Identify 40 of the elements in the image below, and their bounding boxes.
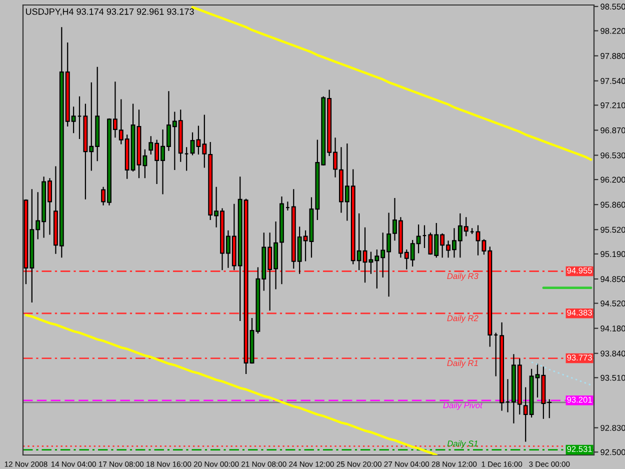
candlestick [77, 96, 82, 140]
y-tick-label: 98.220 [600, 28, 625, 34]
ref-line-label: Daily Pivot [443, 402, 483, 410]
y-tick-label: 95.520 [600, 226, 625, 233]
y-tick-label: 97.540 [600, 78, 625, 84]
annotation: 94.955 [567, 268, 592, 274]
y-tick-label: 96.870 [600, 127, 625, 134]
y-tick-label: 95.190 [600, 251, 625, 258]
candlestick [506, 378, 510, 413]
candlestick [184, 146, 189, 172]
line-series [530, 362, 592, 386]
y-tick-label: 93.510 [600, 374, 625, 381]
y-tick-label: 94.180 [600, 326, 625, 332]
y-tick-label: 95.860 [600, 202, 625, 208]
annotation: 92.531 [567, 446, 592, 452]
ref-line-label: Daily R1 [447, 360, 478, 368]
candlestick [422, 224, 427, 249]
ref-line-label: Daily R2 [447, 315, 478, 323]
candlestick [470, 228, 474, 235]
ref-line-label: Daily R3 [447, 272, 478, 281]
y-tick-label: 92.500 [600, 449, 625, 456]
y-tick-label: 97.880 [600, 53, 625, 59]
y-tick-label: 94.520 [600, 300, 625, 306]
candlestick [285, 201, 290, 212]
y-tick-label: 92.830 [600, 424, 625, 431]
y-tick-label: 98.550 [600, 4, 625, 10]
annotation: 93.201 [567, 396, 592, 403]
y-tick-label: 96.530 [600, 152, 625, 158]
y-tick-label: 94.850 [600, 276, 625, 282]
candlestick [280, 196, 284, 285]
annotation: 93.773 [567, 354, 592, 361]
line-series [24, 314, 438, 455]
candlestick [500, 322, 504, 412]
y-tick-label: 96.200 [600, 176, 625, 183]
candlestick [494, 332, 498, 377]
ref-line-label: Daily S1 [447, 440, 478, 448]
chart-title: USDJPY,H4 93.174 93.217 92.961 93.173 [26, 8, 194, 16]
annotation: 94.383 [567, 310, 592, 316]
y-tick-label: 93.840 [600, 350, 625, 356]
y-tick-label: 97.210 [600, 102, 625, 108]
